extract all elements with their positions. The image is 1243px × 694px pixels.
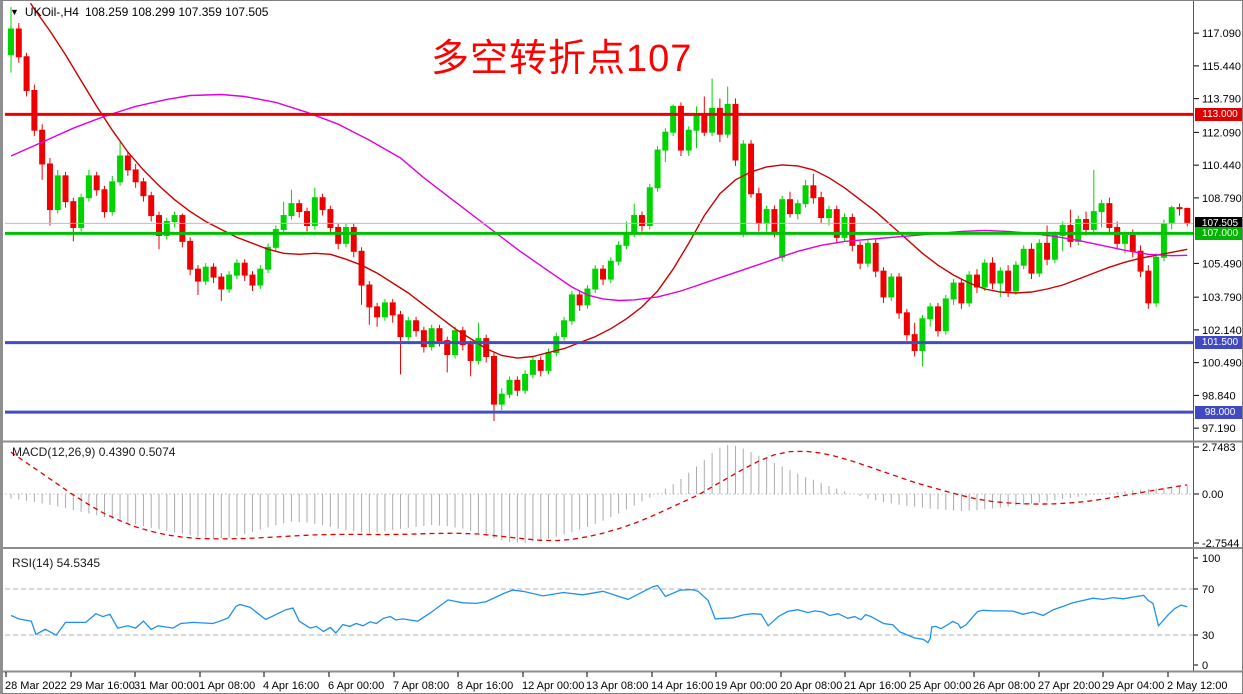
price-tick-113.790: 113.790 [1202,94,1241,106]
price-badge-107.000: 107.000 [1195,227,1242,240]
date-label-12-apr-00-00: 12 Apr 00:00 [522,680,584,692]
price-tick-103.790: 103.790 [1202,292,1242,304]
price-tick-100.490: 100.490 [1202,358,1242,370]
price-tick-117.090: 117.090 [1202,28,1241,40]
date-label-8-apr-16-00: 8 Apr 16:00 [457,680,513,692]
date-label-27-apr-20-00: 27 Apr 20:00 [1038,680,1100,692]
price-tick-97.190: 97.190 [1202,423,1236,435]
moving-averages-layer [10,3,1188,359]
date-label-25-apr-00-00: 25 Apr 00:00 [909,680,971,692]
price-tick-98.840: 98.840 [1202,390,1236,402]
rsi-panel [5,584,1193,644]
rsi-indicator-label: RSI(14) 54.5345 [12,556,101,570]
price-badge-113.000: 113.000 [1195,108,1242,121]
date-label-20-apr-08-00: 20 Apr 08:00 [780,680,842,692]
price-badge-107.505: 107.505 [1195,217,1242,230]
price-badge-98.000: 98.000 [1195,406,1242,419]
rsi-tick-70: 70 [1202,584,1214,596]
price-tick-102.140: 102.140 [1202,325,1242,337]
date-label-31-mar-00-00: 31 Mar 00:00 [134,680,199,692]
date-label-7-apr-08-00: 7 Apr 08:00 [393,680,449,692]
price-tick-108.790: 108.790 [1202,193,1242,205]
symbol-dropdown-icon[interactable]: ▼ [10,7,19,17]
date-label-1-apr-08-00: 1 Apr 08:00 [199,680,255,692]
chart-canvas[interactable]: 117.090 115.440 113.790 112.090 110.440 108.7… [3,1,1243,694]
macd-panel [5,445,1193,543]
chart-background [3,1,1242,693]
date-label-29-apr-04-00: 29 Apr 04:00 [1102,680,1164,692]
date-label-13-apr-08-00: 13 Apr 08:00 [586,680,648,692]
macd-tick-0.00: 0.00 [1202,489,1223,501]
macd-signal-line [10,450,1188,542]
date-label-19-apr-00-00: 19 Apr 00:00 [715,680,777,692]
rsi-line [10,584,1188,644]
date-label-2-may-12-00: 2 May 12:00 [1167,680,1228,692]
ma-red-line [29,3,1188,359]
ma-magenta-line [10,93,1188,302]
macd-tick-2.7483: 2.7483 [1202,442,1236,454]
rsi-tick-30: 30 [1202,630,1214,642]
rsi-tick-100: 100 [1202,553,1220,565]
date-label-6-apr-00-00: 6 Apr 00:00 [328,680,384,692]
price-badge-101.500: 101.500 [1195,336,1242,349]
price-tick-112.090: 112.090 [1202,127,1241,139]
symbol-period-label: UKOil-,H4 [24,5,79,19]
date-label-28-mar-2022: 28 Mar 2022 [5,680,67,692]
price-tick-110.440: 110.440 [1202,160,1241,172]
date-label-29-mar-16-00: 29 Mar 16:00 [70,680,135,692]
date-label-21-apr-16-00: 21 Apr 16:00 [844,680,906,692]
price-tick-115.440: 115.440 [1202,61,1241,73]
date-label-26-apr-08-00: 26 Apr 08:00 [973,680,1035,692]
date-label-4-apr-16-00: 4 Apr 16:00 [263,680,319,692]
date-label-14-apr-16-00: 14 Apr 16:00 [651,680,713,692]
macd-tick--2.7544: -2.7544 [1202,538,1239,550]
price-tick-105.490: 105.490 [1202,258,1242,270]
chart-title-bar: ▼ UKOil-,H4 108.259 108.299 107.359 107.… [10,5,268,19]
annotation-text-object[interactable]: 多空转折点107 [431,38,693,80]
ohlc-values-label: 108.259 108.299 107.359 107.505 [84,5,269,19]
macd-indicator-label: MACD(12,26,9) 0.4390 0.5074 [12,445,176,459]
rsi-tick-0: 0 [1202,660,1208,672]
